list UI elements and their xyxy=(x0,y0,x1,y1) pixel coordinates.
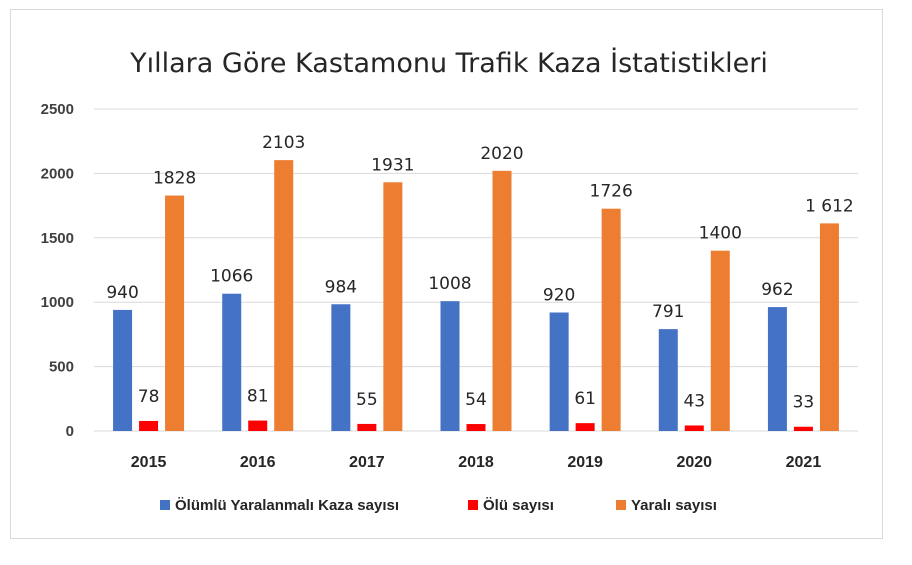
bar xyxy=(274,160,294,431)
data-labels: 940 78 1828 1066 81 2103 984 55 1931 1008 54 2020 92… xyxy=(106,133,853,413)
data-label: 81 xyxy=(247,387,269,407)
data-label: 54 xyxy=(465,390,487,410)
data-label: 61 xyxy=(574,389,596,409)
data-label: 43 xyxy=(683,391,705,411)
bar xyxy=(819,223,839,431)
data-label: 1066 xyxy=(210,267,253,287)
bar xyxy=(248,420,268,431)
x-tick-label: 2015 xyxy=(131,454,167,471)
data-label: 1828 xyxy=(153,169,196,189)
bar xyxy=(113,309,133,431)
y-tick-label: 1500 xyxy=(41,230,74,247)
legend-swatch xyxy=(616,500,626,510)
gridlines xyxy=(94,108,858,432)
bar xyxy=(222,293,242,431)
data-label: 33 xyxy=(793,393,815,413)
data-label: 2020 xyxy=(480,144,523,164)
data-label: 1931 xyxy=(371,155,414,175)
data-label: 984 xyxy=(325,277,357,297)
x-tick-label: 2016 xyxy=(240,454,276,471)
data-label: 791 xyxy=(652,302,684,322)
bar xyxy=(601,208,621,431)
bar xyxy=(710,250,730,431)
data-label: 55 xyxy=(356,390,378,410)
x-tick-label: 2018 xyxy=(458,454,494,471)
bar xyxy=(549,312,569,431)
y-tick-label: 0 xyxy=(66,423,74,440)
bar xyxy=(357,423,377,431)
y-tick-label: 2500 xyxy=(41,101,74,118)
data-label: 78 xyxy=(138,387,160,407)
legend-label: Ölümlü Yaralanmalı Kaza sayısı xyxy=(175,497,399,514)
x-tick-label: 2020 xyxy=(676,454,712,471)
legend-swatch xyxy=(160,500,170,510)
data-label: 1 612 xyxy=(805,196,854,216)
data-label: 2103 xyxy=(262,133,305,153)
bar xyxy=(575,423,595,431)
y-axis-ticks: 0 500 1000 1500 2000 2500 xyxy=(41,101,74,440)
legend-label: Yaralı sayısı xyxy=(631,497,717,514)
x-tick-label: 2017 xyxy=(349,454,385,471)
x-tick-label: 2021 xyxy=(786,454,822,471)
data-label: 1400 xyxy=(699,224,742,244)
bar xyxy=(466,424,486,431)
bars xyxy=(113,160,839,431)
bar xyxy=(492,170,512,431)
data-label: 1726 xyxy=(590,182,633,202)
bar xyxy=(165,195,185,431)
bar xyxy=(684,425,704,431)
bar xyxy=(658,329,678,431)
data-label: 1008 xyxy=(428,274,471,294)
x-tick-label: 2019 xyxy=(567,454,603,471)
chart-frame xyxy=(10,9,883,539)
y-tick-label: 2000 xyxy=(41,165,74,182)
chart-title: Yıllara Göre Kastamonu Trafik Kaza İstat… xyxy=(129,47,768,79)
legend-label: Ölü sayısı xyxy=(483,497,554,514)
data-label: 962 xyxy=(761,280,793,300)
bar xyxy=(383,182,403,431)
x-axis-ticks: 2015 2016 2017 2018 2019 2020 2021 xyxy=(131,454,822,471)
bar xyxy=(440,301,460,431)
y-tick-label: 1000 xyxy=(41,294,74,311)
bar xyxy=(139,420,159,431)
bar xyxy=(793,426,813,431)
data-label: 920 xyxy=(543,286,575,306)
data-label: 940 xyxy=(106,283,138,303)
bar xyxy=(331,304,351,431)
y-tick-label: 500 xyxy=(49,359,74,376)
bar xyxy=(767,307,787,431)
legend-swatch xyxy=(468,500,478,510)
legend: Ölümlü Yaralanmalı Kaza sayısı Ölü sayısı… xyxy=(160,497,717,514)
